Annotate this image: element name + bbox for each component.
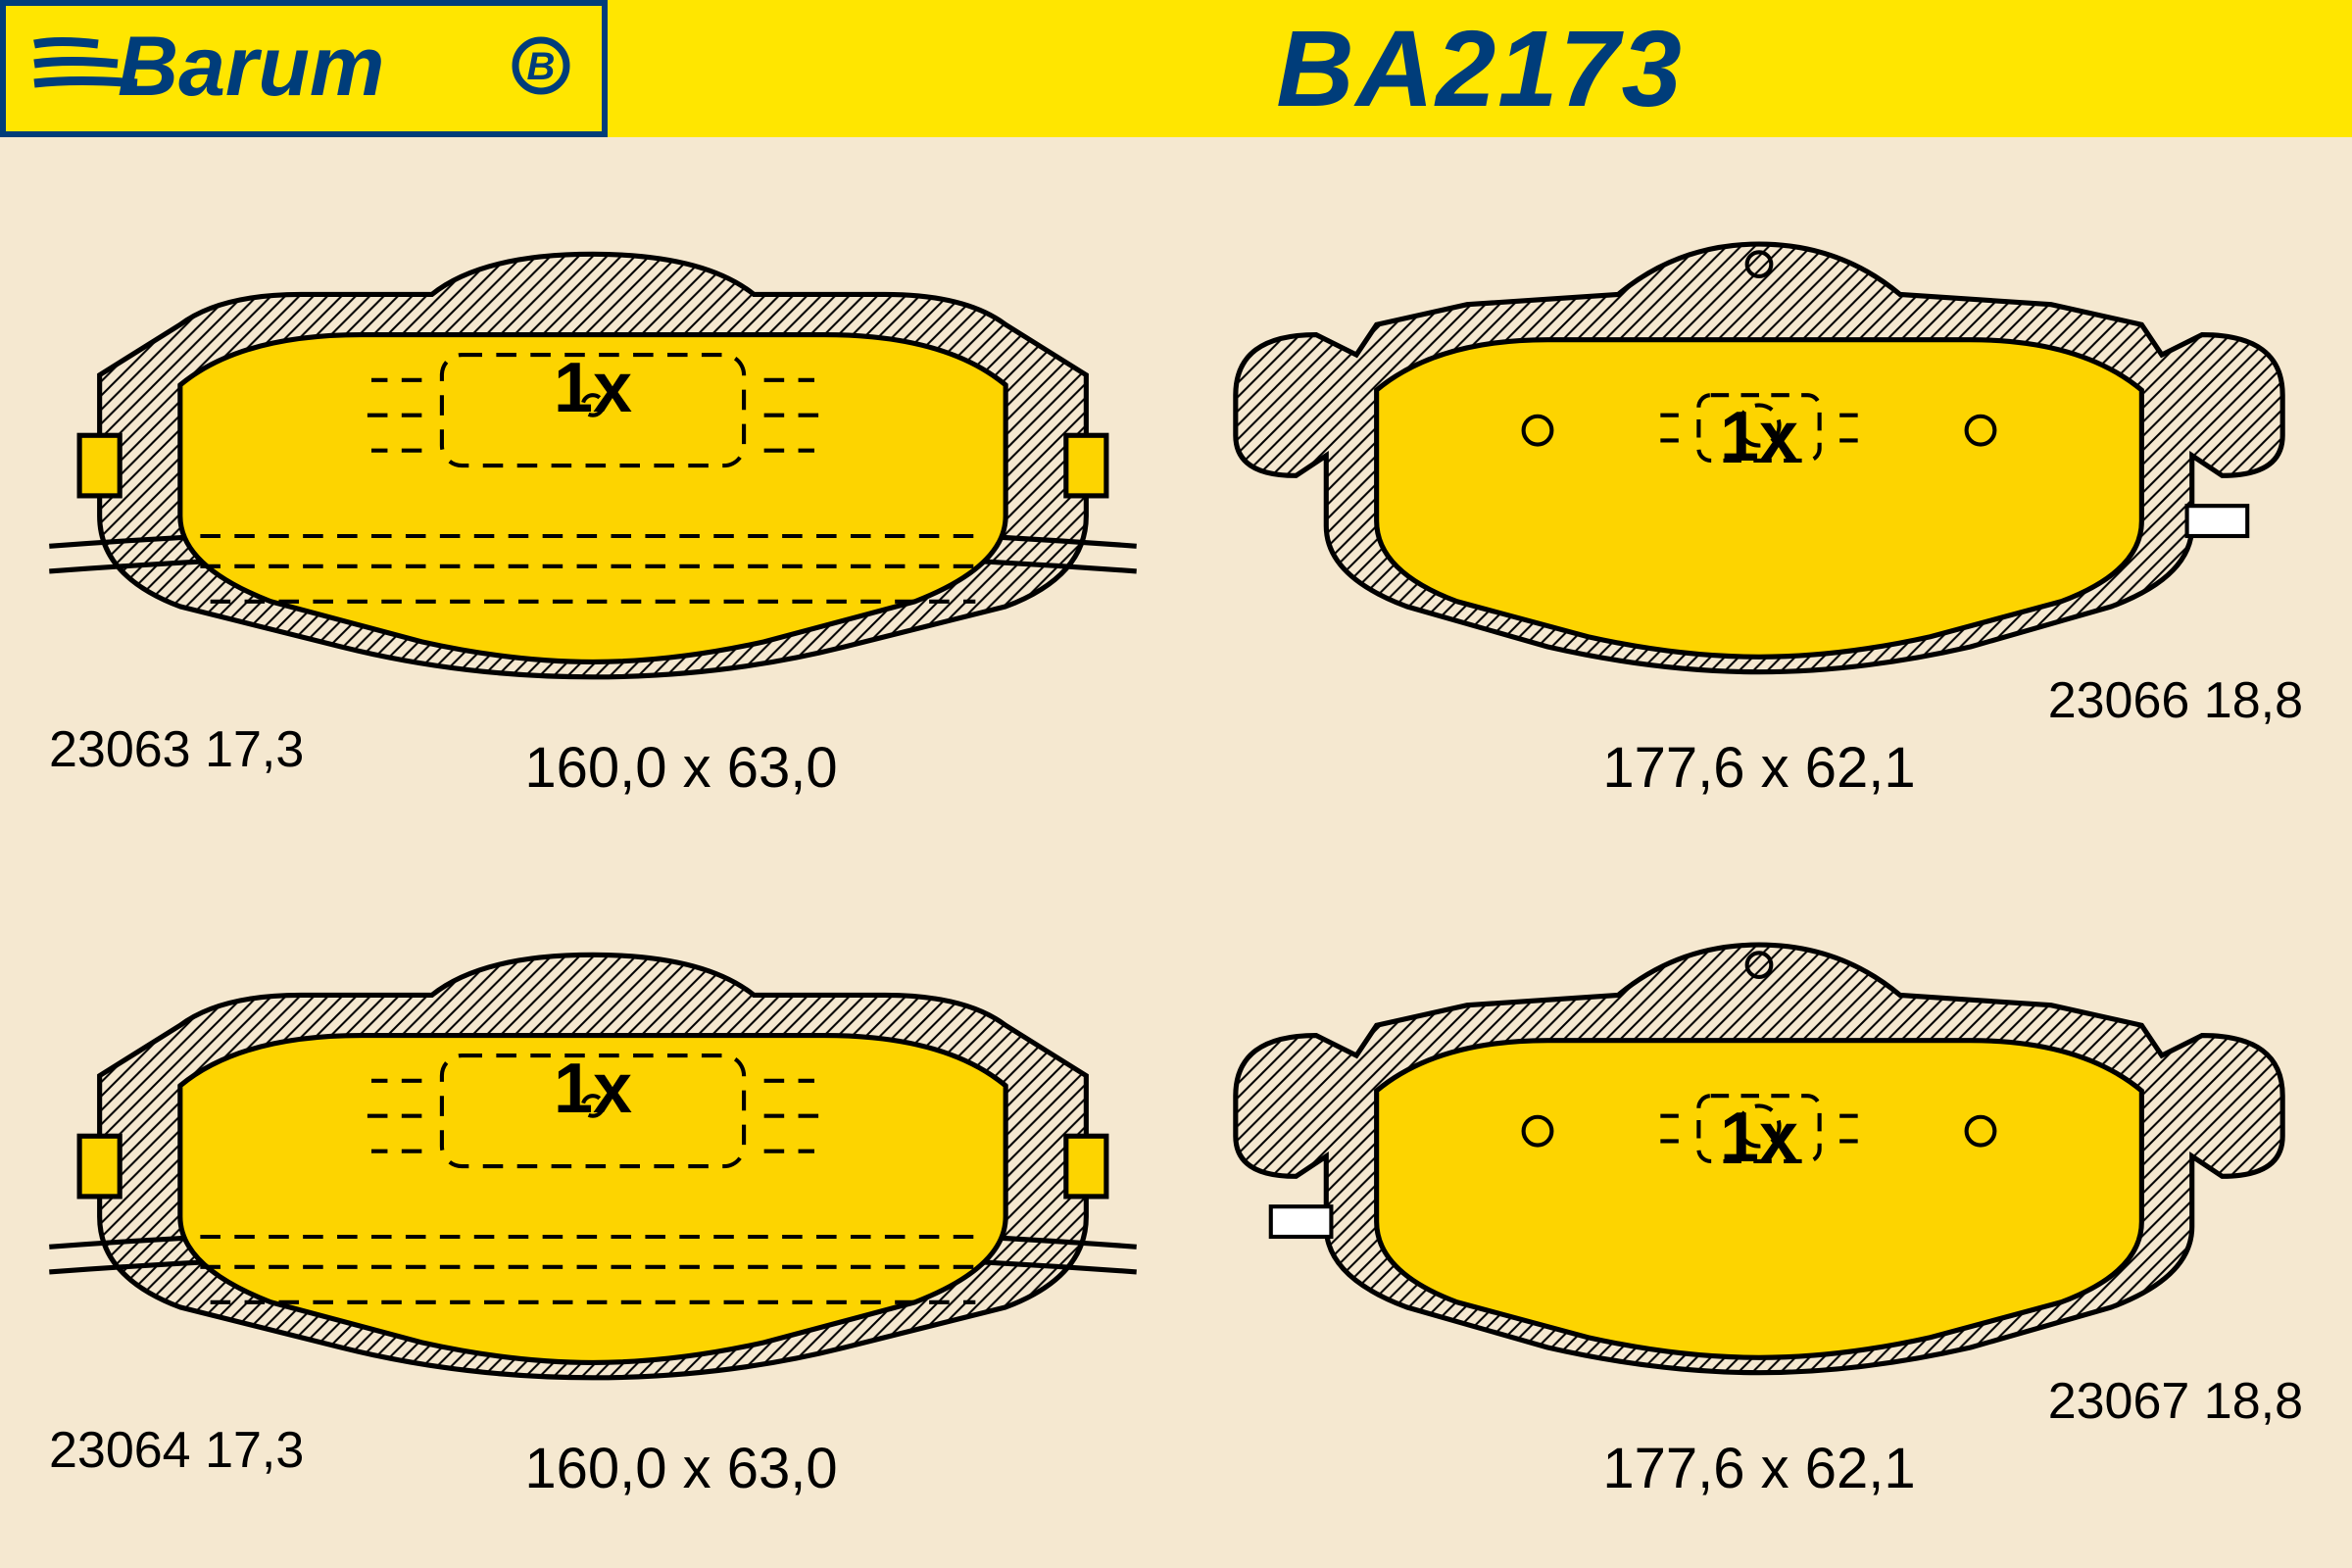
pad-diagram-a xyxy=(39,905,1147,1428)
pad-code: 23064 17,3 xyxy=(49,1421,304,1480)
pad-dimensions: 160,0 x 63,0 xyxy=(524,735,837,801)
pad-grid: 1x 23063 17,3 160,0 x 63,0 xyxy=(0,137,2352,1568)
svg-text:Barum: Barum xyxy=(118,20,384,114)
pad-dimensions: 160,0 x 63,0 xyxy=(524,1436,837,1501)
pad-code: 23066 18,8 xyxy=(2048,671,2303,730)
pad-cell-top-left: 1x 23063 17,3 160,0 x 63,0 xyxy=(39,157,1147,848)
pad-dimensions: 177,6 x 62,1 xyxy=(1602,1436,1915,1501)
header: Barum B BA2173 xyxy=(0,0,2352,137)
pad-cell-top-right: 1x 23066 18,8 177,6 x 62,1 xyxy=(1205,157,2313,848)
svg-text:B: B xyxy=(527,45,556,88)
pad-diagram-a xyxy=(39,204,1147,727)
pad-diagram-b xyxy=(1205,204,2313,727)
pad-dimensions: 177,6 x 62,1 xyxy=(1602,735,1915,801)
brand-logo-box: Barum B xyxy=(0,0,608,137)
pad-diagram-b xyxy=(1205,905,2313,1428)
pad-cell-bottom-left: 1x 23064 17,3 160,0 x 63,0 xyxy=(39,858,1147,1548)
pad-code: 23063 17,3 xyxy=(49,720,304,779)
brand-logo: Barum B xyxy=(29,15,578,122)
part-number-title: BA2173 xyxy=(608,0,2352,137)
pad-cell-bottom-right: 1x 23067 18,8 177,6 x 62,1 xyxy=(1205,858,2313,1548)
pad-code: 23067 18,8 xyxy=(2048,1372,2303,1431)
